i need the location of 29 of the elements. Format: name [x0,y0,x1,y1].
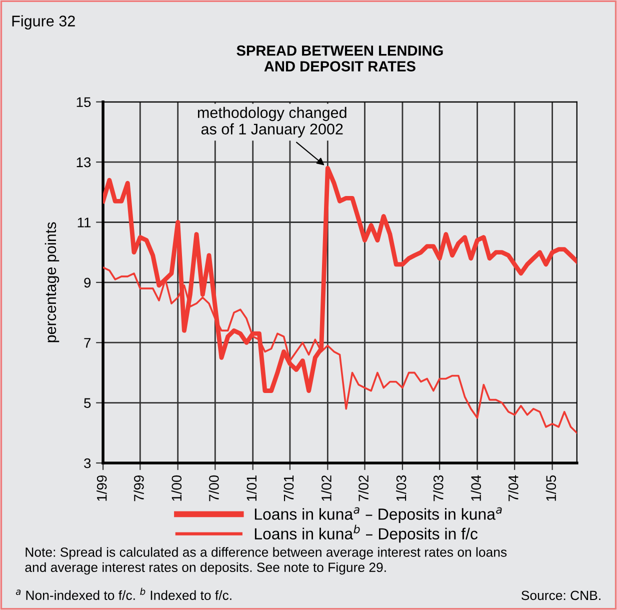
x-tick-label: 1/04 [470,475,482,501]
x-tick-label: 1/02 [321,475,332,501]
x-tick-label: 7/04 [508,475,518,502]
y-tick-label: 9 [84,278,91,288]
x-tick-label: 7/02 [358,475,368,502]
y-tick-label: 11 [78,218,91,228]
annotation: methodology changed as of 1 January 2002 [198,106,346,138]
chart-title: SPREAD BETWEEN LENDING AND DEPOSIT RATES [236,45,443,72]
y-axis-title: percentage points [44,222,60,342]
x-tick-label: 1/99 [96,475,107,501]
x-tick-label: 1/01 [246,475,257,501]
caption: Figure 32 [12,15,75,30]
y-tick-label: 7 [84,338,91,348]
legend-label: Loans in kuna$^{b}$ – Deposits in f/c [254,524,478,543]
x-tick-label: 7/99 [134,475,144,502]
y-tick-label: 3 [84,458,91,468]
y-tick-label: 13 [76,157,91,168]
text: Note: Spread is calculated as a difference between average interest rates on loans and average interest rates on deposits. See note to Figure 29. [25,547,507,575]
y-tick-label: 5 [84,398,91,408]
legend-label: Loans in kuna$^{a}$ – Deposits in kuna$^{a}$ [254,507,502,523]
x-tick-label: 7/01 [283,475,294,502]
x-tick-label: 7/00 [208,475,219,502]
source-note: Source: CNB. [522,590,600,600]
y-tick-label: 15 [76,97,91,108]
text: $^{a}$ Non-indexed to f/c. $^{b}$ Indexed to f/c. [16,588,232,600]
x-tick-label: 1/00 [171,475,182,501]
x-tick-label: 7/03 [433,475,444,502]
x-tick-label: 1/05 [546,475,556,501]
x-tick-label: 1/03 [396,475,406,501]
